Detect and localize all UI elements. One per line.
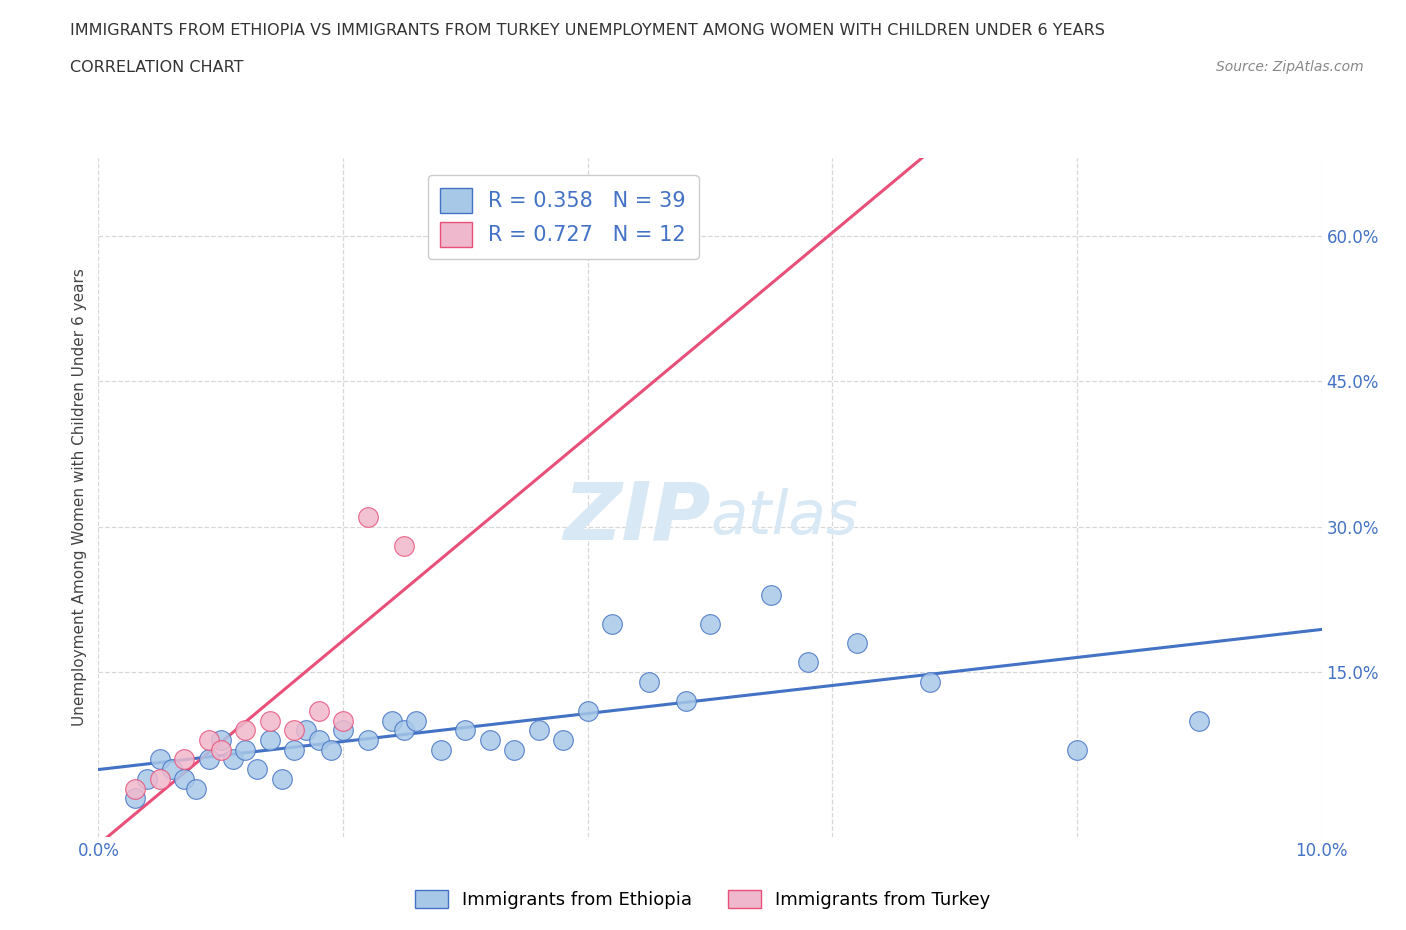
- Point: [527, 723, 550, 737]
- Point: [173, 771, 195, 786]
- Point: [381, 713, 404, 728]
- Point: [454, 723, 477, 737]
- Point: [405, 713, 427, 728]
- Point: [699, 617, 721, 631]
- Point: [356, 510, 378, 525]
- Point: [149, 771, 172, 786]
- Point: [233, 723, 256, 737]
- Point: [553, 733, 575, 748]
- Point: [920, 674, 942, 689]
- Point: [308, 703, 330, 718]
- Point: [233, 742, 256, 757]
- Text: Source: ZipAtlas.com: Source: ZipAtlas.com: [1216, 60, 1364, 74]
- Point: [637, 674, 661, 689]
- Point: [283, 723, 305, 737]
- Point: [209, 733, 232, 748]
- Point: [319, 742, 342, 757]
- Point: [124, 781, 146, 796]
- Point: [503, 742, 526, 757]
- Point: [124, 790, 146, 805]
- Point: [136, 771, 159, 786]
- Point: [295, 723, 318, 737]
- Text: CORRELATION CHART: CORRELATION CHART: [70, 60, 243, 75]
- Point: [478, 733, 501, 748]
- Point: [186, 781, 208, 796]
- Point: [759, 587, 782, 602]
- Point: [332, 723, 354, 737]
- Point: [600, 617, 623, 631]
- Point: [259, 713, 281, 728]
- Point: [283, 742, 305, 757]
- Point: [675, 694, 697, 709]
- Point: [430, 742, 453, 757]
- Y-axis label: Unemployment Among Women with Children Under 6 years: Unemployment Among Women with Children U…: [72, 269, 87, 726]
- Point: [356, 733, 378, 748]
- Point: [332, 713, 354, 728]
- Point: [160, 762, 183, 777]
- Text: ZIP: ZIP: [562, 479, 710, 557]
- Point: [209, 742, 232, 757]
- Point: [270, 771, 292, 786]
- Legend: Immigrants from Ethiopia, Immigrants from Turkey: Immigrants from Ethiopia, Immigrants fro…: [408, 883, 998, 916]
- Point: [392, 723, 416, 737]
- Point: [149, 752, 172, 767]
- Point: [308, 733, 330, 748]
- Point: [576, 703, 599, 718]
- Point: [259, 733, 281, 748]
- Point: [797, 655, 820, 670]
- Point: [246, 762, 269, 777]
- Point: [1188, 713, 1211, 728]
- Text: IMMIGRANTS FROM ETHIOPIA VS IMMIGRANTS FROM TURKEY UNEMPLOYMENT AMONG WOMEN WITH: IMMIGRANTS FROM ETHIOPIA VS IMMIGRANTS F…: [70, 23, 1105, 38]
- Point: [392, 538, 416, 553]
- Point: [1066, 742, 1088, 757]
- Point: [173, 752, 195, 767]
- Point: [845, 635, 868, 650]
- Point: [222, 752, 245, 767]
- Point: [197, 752, 219, 767]
- Text: atlas: atlas: [710, 488, 858, 548]
- Legend: R = 0.358   N = 39, R = 0.727   N = 12: R = 0.358 N = 39, R = 0.727 N = 12: [427, 176, 699, 259]
- Point: [197, 733, 219, 748]
